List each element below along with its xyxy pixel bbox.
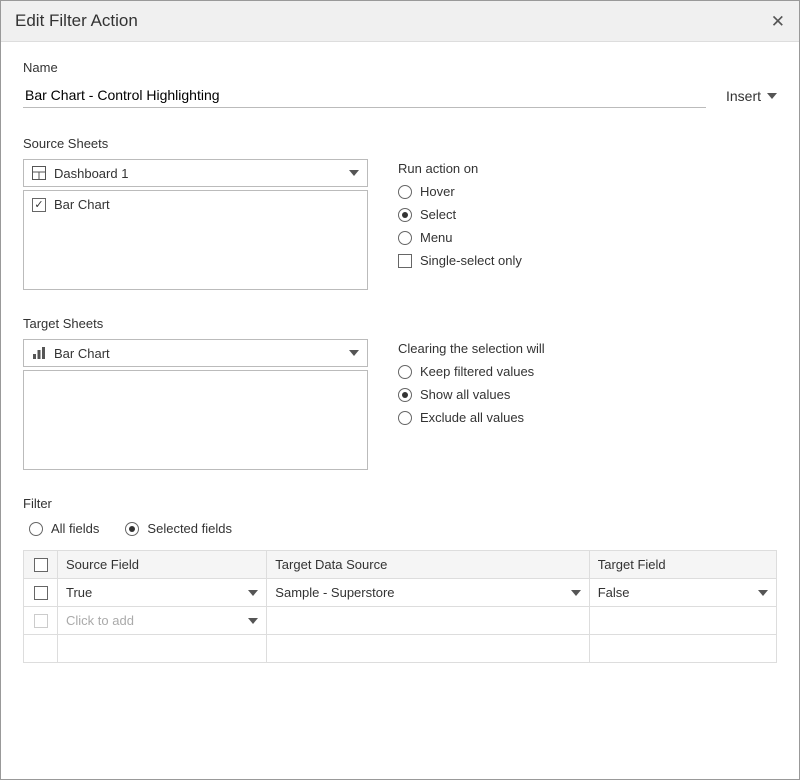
radio-select[interactable]: Select — [398, 207, 777, 222]
radio-hover-label: Hover — [420, 184, 455, 199]
filter-label: Filter — [23, 496, 777, 511]
target-left: Bar Chart — [23, 339, 368, 470]
dialog-content: Name Insert Source Sheets Dashboard 1 — [1, 42, 799, 779]
edit-filter-action-dialog: Edit Filter Action ✕ Name Insert Source … — [0, 0, 800, 780]
radio-selected-icon — [125, 522, 139, 536]
list-item[interactable]: ✓ Bar Chart — [32, 197, 359, 212]
checkbox-checked-icon[interactable]: ✓ — [32, 198, 46, 212]
target-ds-value: Sample - Superstore — [275, 585, 394, 600]
source-section: Dashboard 1 ✓ Bar Chart Run action on Ho… — [23, 159, 777, 290]
empty-cell — [24, 635, 58, 663]
radio-icon — [398, 365, 412, 379]
chevron-down-icon — [349, 350, 359, 356]
dialog-title: Edit Filter Action — [15, 11, 138, 31]
empty-cell — [267, 635, 589, 663]
radio-all-fields[interactable]: All fields — [29, 521, 99, 536]
filter-fields-table: Source Field Target Data Source Target F… — [23, 550, 777, 663]
source-left: Dashboard 1 ✓ Bar Chart — [23, 159, 368, 290]
target-field-value: False — [598, 585, 630, 600]
chevron-down-icon — [349, 170, 359, 176]
source-dashboard-text: Dashboard 1 — [54, 166, 341, 181]
chevron-down-icon — [248, 590, 258, 596]
header-checkbox-cell — [24, 551, 58, 579]
insert-dropdown[interactable]: Insert — [726, 88, 777, 108]
name-row: Insert — [23, 83, 777, 108]
header-target-field: Target Field — [589, 551, 776, 579]
chevron-down-icon — [758, 590, 768, 596]
empty-cell — [58, 635, 267, 663]
target-sheets-label: Target Sheets — [23, 316, 777, 331]
radio-selected-icon — [398, 208, 412, 222]
header-target-ds: Target Data Source — [267, 551, 589, 579]
insert-label: Insert — [726, 88, 761, 104]
chevron-down-icon — [248, 618, 258, 624]
single-select-checkbox[interactable]: Single-select only — [398, 253, 777, 268]
name-label: Name — [23, 60, 777, 75]
filter-all-label: All fields — [51, 521, 99, 536]
close-icon[interactable]: ✕ — [771, 13, 785, 30]
target-sheet-text: Bar Chart — [54, 346, 341, 361]
radio-menu-label: Menu — [420, 230, 453, 245]
radio-keep-label: Keep filtered values — [420, 364, 534, 379]
filter-mode-row: All fields Selected fields — [29, 521, 777, 536]
bar-chart-icon — [32, 346, 46, 360]
chevron-down-icon — [767, 93, 777, 99]
clearing-panel: Clearing the selection will Keep filtere… — [398, 339, 777, 470]
table-row: True Sample - Superstore False — [24, 579, 777, 607]
header-source-field: Source Field — [58, 551, 267, 579]
row-checkbox[interactable] — [34, 586, 48, 600]
radio-exclude[interactable]: Exclude all values — [398, 410, 777, 425]
target-sheets-listbox[interactable] — [23, 370, 368, 470]
table-row-empty — [24, 635, 777, 663]
dashboard-icon — [32, 166, 46, 180]
source-sheets-listbox[interactable]: ✓ Bar Chart — [23, 190, 368, 290]
source-field-value: True — [66, 585, 92, 600]
source-dashboard-dropdown[interactable]: Dashboard 1 — [23, 159, 368, 187]
run-action-panel: Run action on Hover Select Menu Single-s… — [398, 159, 777, 290]
empty-cell — [267, 607, 589, 635]
filter-selected-label: Selected fields — [147, 521, 232, 536]
source-sheet-label: Bar Chart — [54, 197, 110, 212]
radio-show-label: Show all values — [420, 387, 510, 402]
radio-selected-icon — [398, 388, 412, 402]
radio-menu[interactable]: Menu — [398, 230, 777, 245]
radio-icon — [29, 522, 43, 536]
click-to-add-text: Click to add — [66, 613, 134, 628]
single-select-label: Single-select only — [420, 253, 522, 268]
run-action-label: Run action on — [398, 161, 777, 176]
source-field-cell[interactable]: True — [58, 579, 267, 607]
target-sheet-dropdown[interactable]: Bar Chart — [23, 339, 368, 367]
name-input[interactable] — [23, 83, 706, 108]
header-checkbox[interactable] — [34, 558, 48, 572]
target-section: Bar Chart Clearing the selection will Ke… — [23, 339, 777, 470]
radio-hover[interactable]: Hover — [398, 184, 777, 199]
source-sheets-label: Source Sheets — [23, 136, 777, 151]
target-field-cell[interactable]: False — [589, 579, 776, 607]
radio-show[interactable]: Show all values — [398, 387, 777, 402]
table-header-row: Source Field Target Data Source Target F… — [24, 551, 777, 579]
radio-selected-fields[interactable]: Selected fields — [125, 521, 232, 536]
clearing-label: Clearing the selection will — [398, 341, 777, 356]
checkbox-unchecked-icon — [398, 254, 412, 268]
radio-icon — [398, 231, 412, 245]
table-row-add: Click to add — [24, 607, 777, 635]
radio-exclude-label: Exclude all values — [420, 410, 524, 425]
empty-cell — [589, 607, 776, 635]
dialog-titlebar: Edit Filter Action ✕ — [1, 1, 799, 42]
empty-cell — [589, 635, 776, 663]
row-checkbox-disabled — [34, 614, 48, 628]
radio-icon — [398, 411, 412, 425]
radio-icon — [398, 185, 412, 199]
radio-keep[interactable]: Keep filtered values — [398, 364, 777, 379]
radio-select-label: Select — [420, 207, 456, 222]
chevron-down-icon — [571, 590, 581, 596]
click-to-add-cell[interactable]: Click to add — [58, 607, 267, 635]
target-ds-cell[interactable]: Sample - Superstore — [267, 579, 589, 607]
